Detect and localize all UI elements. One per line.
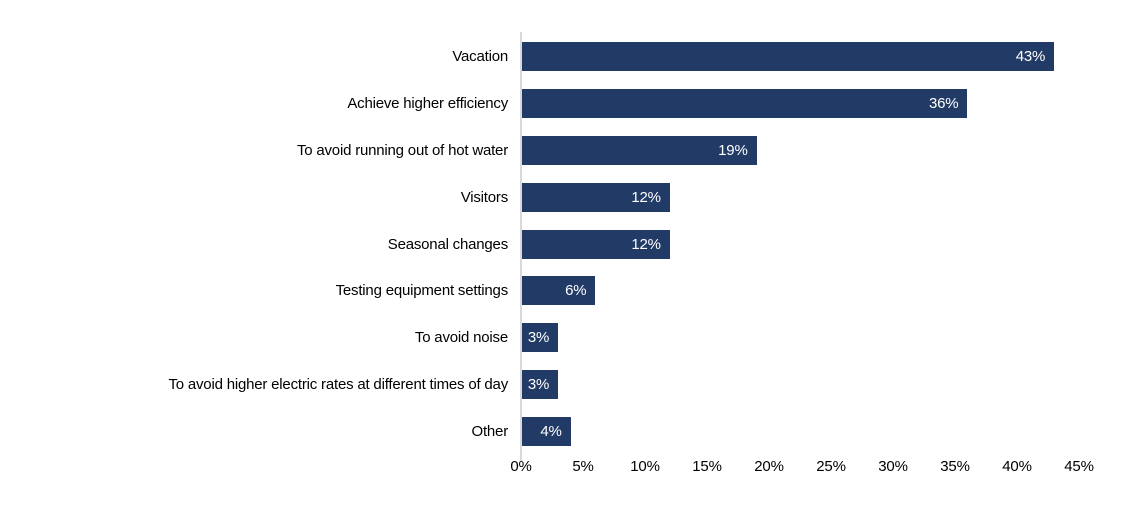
category-label: Testing equipment settings <box>335 282 509 300</box>
bar-track: 3% <box>521 370 1143 400</box>
bar-track: 36% <box>521 88 1143 118</box>
bar-row: To avoid higher electric rates at differ… <box>0 361 1143 408</box>
bar-track: 3% <box>521 323 1143 353</box>
bar-row: To avoid noise 3% <box>0 314 1143 361</box>
x-tick-label: 10% <box>630 458 660 475</box>
bar-value-label: 19% <box>718 141 748 159</box>
x-tick-label: 30% <box>878 458 908 475</box>
bar-value-label: 3% <box>527 376 550 394</box>
bar: 12% <box>521 229 670 259</box>
bar-row: Achieve higher efficiency 36% <box>0 80 1143 127</box>
x-tick-label: 45% <box>1064 458 1094 475</box>
bar-track: 12% <box>521 229 1143 259</box>
x-axis-tick-labels: 0% 5% 10% 15% 20% 25% 30% 35% 40% 45% <box>0 458 1143 478</box>
bar: 6% <box>521 276 596 306</box>
bar: 36% <box>521 88 968 118</box>
bar-track: 19% <box>521 135 1143 165</box>
bar-row: To avoid running out of hot water 19% <box>0 127 1143 174</box>
bar-row: Visitors 12% <box>0 174 1143 221</box>
bar-value-label: 4% <box>540 423 562 441</box>
x-tick-label: 25% <box>816 458 846 475</box>
bar-row: Testing equipment settings 6% <box>0 267 1143 314</box>
category-label: Other <box>471 423 508 441</box>
category-label: Seasonal changes <box>387 235 508 253</box>
value-axis-line <box>520 32 522 462</box>
bar: 3% <box>521 323 559 353</box>
bar-row: Other 4% <box>0 408 1143 455</box>
bar-value-label: 43% <box>1015 47 1046 65</box>
x-tick-label: 20% <box>754 458 784 475</box>
x-tick-label: 15% <box>692 458 722 475</box>
bar-track: 4% <box>521 417 1143 447</box>
bar-value-label: 12% <box>631 188 661 206</box>
bar: 3% <box>521 370 559 400</box>
bar-row: Vacation 43% <box>0 33 1143 80</box>
x-tick-label: 5% <box>572 458 594 475</box>
category-label: To avoid running out of hot water <box>296 141 508 159</box>
category-label: Achieve higher efficiency <box>347 94 508 112</box>
x-tick-label: 35% <box>940 458 970 475</box>
bar-track: 43% <box>521 41 1143 71</box>
bar-row: Seasonal changes 12% <box>0 221 1143 268</box>
bar-value-label: 12% <box>631 235 661 253</box>
bar: 19% <box>521 135 757 165</box>
bar-track: 6% <box>521 276 1143 306</box>
category-label: To avoid higher electric rates at differ… <box>168 376 508 394</box>
bar: 12% <box>521 182 670 212</box>
category-label: Vacation <box>452 47 508 65</box>
bar-value-label: 6% <box>565 282 587 300</box>
category-label: To avoid noise <box>414 329 508 347</box>
bar-value-label: 36% <box>928 94 959 112</box>
x-tick-label: 40% <box>1002 458 1032 475</box>
bar-value-label: 3% <box>527 329 550 347</box>
bar-rows: Vacation 43% Achieve higher efficiency 36% T… <box>0 33 1143 455</box>
bar: 4% <box>521 417 571 447</box>
category-label: Visitors <box>460 188 509 206</box>
bar-track: 12% <box>521 182 1143 212</box>
bar: 43% <box>521 41 1055 71</box>
x-tick-label: 0% <box>510 458 532 475</box>
